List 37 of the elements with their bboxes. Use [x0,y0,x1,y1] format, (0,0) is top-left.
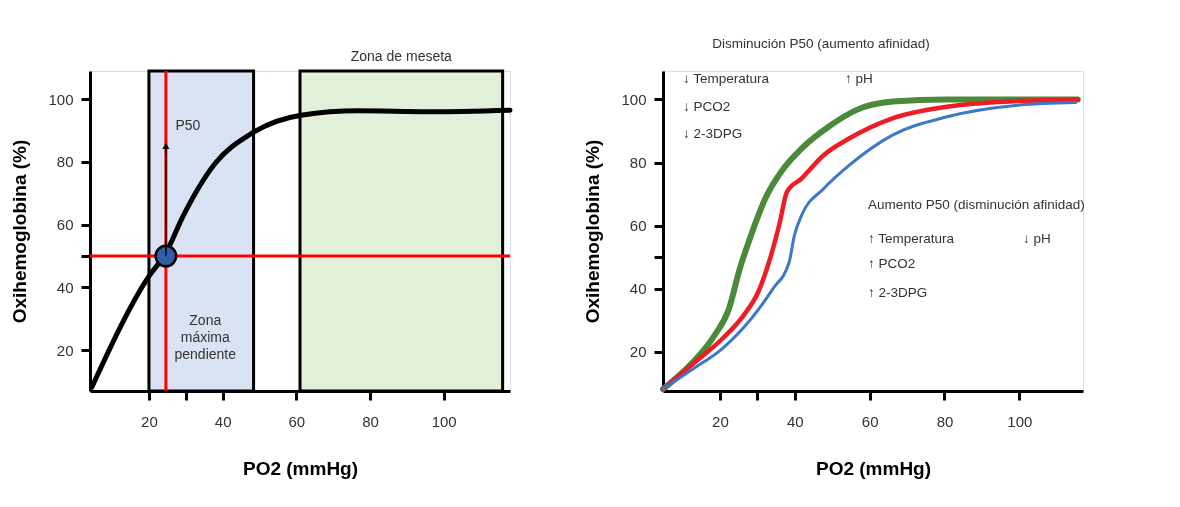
y-tick-label: 100 [621,90,647,108]
annotation: ↑ pH [845,71,873,86]
y-tick-label: 60 [56,216,74,234]
y-tick-label: 40 [56,278,74,296]
y-tick-label: 80 [56,153,74,171]
annotation: ↑ Temperatura [868,231,955,246]
annotation: ↓ PCO2 [683,99,731,114]
x-tick-label: 100 [431,412,457,430]
x-axis-title: PO2 (mmHg) [242,457,359,479]
annotation: ↑ 2-3DPG [868,285,928,300]
x-tick-label: 80 [936,412,954,430]
band-label: Zona máxima pendiente [174,312,237,362]
x-tick-label: 20 [141,412,158,430]
annotation: ↓ 2-3DPG [683,126,743,141]
y-tick-label: 20 [56,341,74,359]
y-tick-label: 40 [629,280,647,298]
annotation: Aumento P50 (disminución afinidad) [868,197,1085,212]
x-tick-label: 80 [362,412,379,430]
annotation: P50 [175,117,201,133]
x-tick-label: 40 [786,412,804,430]
annotation: ↓ pH [1023,231,1051,246]
annotation: ↑ PCO2 [868,256,916,271]
text: Disminución P50 (aumento afinidad) [712,36,930,51]
x-tick-label: 60 [861,412,879,430]
x-axis-title: PO2 (mmHg) [815,457,932,479]
annotation: ↓ Temperatura [683,71,770,86]
y-axis-title: Oxihemoglobina (%) [9,139,31,324]
y-tick-label: 80 [629,154,647,172]
y-tick-label: 100 [48,90,74,108]
y-tick-label: 60 [629,217,647,235]
x-tick-label: 100 [1007,412,1033,430]
x-tick-label: 60 [288,412,306,430]
band-label: Zona de meseta [350,48,453,64]
y-axis-title: Oxihemoglobina (%) [582,139,604,324]
x-tick-label: 40 [214,412,232,430]
x-tick-label: 20 [712,412,729,430]
y-tick-label: 20 [629,343,647,361]
